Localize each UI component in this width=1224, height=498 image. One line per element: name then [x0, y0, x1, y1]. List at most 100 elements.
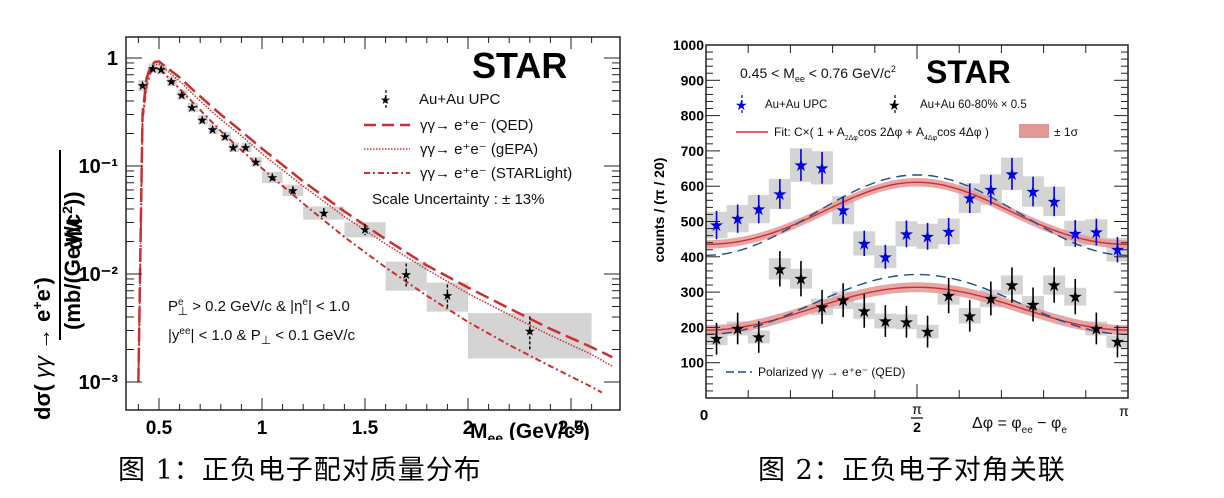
data-point: ★: [962, 189, 977, 208]
syst-box: [148, 63, 159, 73]
syst-box: [229, 142, 240, 152]
x-tick-label-pi: π: [1119, 403, 1129, 419]
data-point: ★: [1089, 223, 1104, 242]
data-point: ★: [176, 87, 188, 102]
x-tick-label: 2: [463, 418, 474, 439]
legend-label-upc: Au+Au UPC: [765, 99, 827, 111]
syst-box: [177, 89, 188, 100]
mass-range-note: 0.45 < Mee < 0.76 GeV/c2: [740, 64, 896, 84]
data-point: ★: [983, 289, 998, 308]
data-point: ★: [793, 156, 808, 175]
legend-label-starlight: γγ→ e⁺e⁻ (STARLight): [420, 165, 572, 182]
figure-2-caption: 图 2：正负电子对角关联: [758, 455, 1066, 486]
data-point: ★: [1047, 276, 1062, 295]
model-curve-qed: [137, 60, 613, 383]
data-point: ★: [814, 298, 829, 317]
x-tick-label: 2.5: [558, 418, 585, 439]
y-axis-units: (mb/(GeV/c2)): [59, 191, 85, 330]
data-point: ★: [751, 328, 766, 347]
x-axis-title: Mee (GeV/c2): [470, 418, 590, 440]
legend-label-upc: Au+Au UPC: [419, 91, 500, 108]
x-tick-label-zero: 0: [700, 407, 708, 424]
data-point: ★: [1110, 333, 1125, 352]
syst-box: [251, 157, 262, 167]
star-logo: STAR: [472, 45, 567, 86]
legend-label-band: ± 1σ: [1054, 125, 1079, 139]
data-point: ★: [166, 74, 178, 89]
data-point: ★: [1025, 182, 1040, 201]
data-point: ★: [287, 183, 299, 198]
syst-box: [138, 79, 149, 92]
star-logo: STAR: [926, 54, 1011, 90]
axes: 0 π 2 π 100 200 300 400 500 600 700 800 900 1000: [673, 37, 1129, 435]
data-point: ★: [359, 222, 371, 237]
data-point: ★: [878, 248, 893, 267]
data-point: ★: [1004, 165, 1019, 184]
data-point: ★: [227, 140, 239, 155]
legend-label-gepa: γγ→ e⁺e⁻ (gEPA): [420, 141, 538, 158]
fit-curve: [705, 181, 1129, 246]
qed-curve: [705, 273, 1129, 336]
y-tick-label: 10⁻³: [79, 372, 119, 394]
legend-label-fit: Fit: C×( 1 + A2Δφcos 2Δφ + A4Δφcos 4Δφ ): [774, 125, 989, 142]
y-tick-label: 500: [681, 214, 705, 230]
plot-frame: [125, 36, 621, 411]
fit-curves: [705, 174, 1129, 336]
svg-text:★: ★: [380, 93, 391, 107]
data-point: ★: [941, 287, 956, 306]
y-tick-label: 10⁻²: [79, 264, 119, 286]
legend-label-peripheral: Au+Au 60-80% × 0.5: [920, 99, 1027, 111]
data-point: ★: [442, 288, 454, 303]
x-tick-label-half-pi-num: π: [912, 401, 922, 417]
y-tick-label: 200: [681, 319, 705, 335]
data-point: ★: [709, 216, 724, 235]
x-tick-label: 1: [257, 418, 268, 439]
syst-box: [468, 313, 592, 359]
data-point: ★: [836, 201, 851, 220]
x-axis-title: Δφ = φee − φe: [972, 415, 1067, 436]
data-point: ★: [1068, 288, 1083, 307]
y-axis-title: counts / (π / 20): [651, 158, 667, 263]
data-point: ★: [920, 323, 935, 342]
data-point: ★: [730, 210, 745, 229]
data-point: ★: [1110, 241, 1125, 260]
data-point: ★: [899, 313, 914, 332]
y-tick-label: 300: [681, 284, 705, 300]
data-point: ★: [186, 100, 198, 115]
data-point: ★: [920, 227, 935, 246]
data-point: ★: [1089, 319, 1104, 338]
cut-note-2: |yee| < 1.0 & P⊥ < 0.1 GeV/c: [168, 326, 355, 347]
data-point: ★: [878, 312, 893, 331]
legend-marker-upc: ★: [735, 97, 748, 113]
x-tick-label-half-pi-den: 2: [913, 419, 921, 435]
data-point: ★: [147, 61, 159, 76]
fit-band: [706, 282, 1128, 336]
data-point: ★: [857, 234, 872, 253]
data-point: ★: [709, 330, 724, 349]
data-point: ★: [400, 267, 412, 282]
y-tick-label: 900: [681, 72, 705, 88]
data-point: ★: [793, 270, 808, 289]
legend-marker-upc: ★: [380, 90, 391, 108]
data-point: ★: [266, 170, 278, 185]
legend-label-qed: Polarized γγ → e⁺e⁻ (QED): [758, 365, 905, 379]
data-point: ★: [155, 62, 167, 77]
x-tick-label: 1.5: [352, 418, 379, 439]
data-point: ★: [730, 319, 745, 338]
data-point: ★: [250, 155, 262, 170]
figure-1-caption: 图 1：正负电子配对质量分布: [118, 455, 482, 486]
data-points: ★ ★ ★ ★ ★ ★ ★ ★ ★ ★ ★ ★ ★ ★ ★ ★ ★ ★ ★ ★ ★ ★ ★ ★ ★ ★ ★ ★ ★ ★ ★ ★ ★ ★ ★ ★ ★ ★ ★ ★: [709, 149, 1125, 358]
data-point: ★: [962, 307, 977, 326]
y-axis-title: dσ( γγ → e+e-) dM: [29, 150, 87, 420]
fit-bands: [706, 178, 1128, 336]
y-tick-label: 10⁻¹: [79, 156, 119, 178]
svg-text:dM: dM: [62, 218, 87, 250]
data-point: ★: [240, 140, 252, 155]
data-point: ★: [219, 129, 231, 144]
y-tick-label: 1: [107, 48, 118, 70]
svg-text:dσ( γγ → e+e-): dσ( γγ → e+e-): [29, 277, 55, 420]
data-point: ★: [207, 122, 219, 137]
data-point: ★: [899, 225, 914, 244]
y-tick-label: 800: [681, 108, 705, 124]
x-tick-label: 0.5: [146, 418, 173, 439]
